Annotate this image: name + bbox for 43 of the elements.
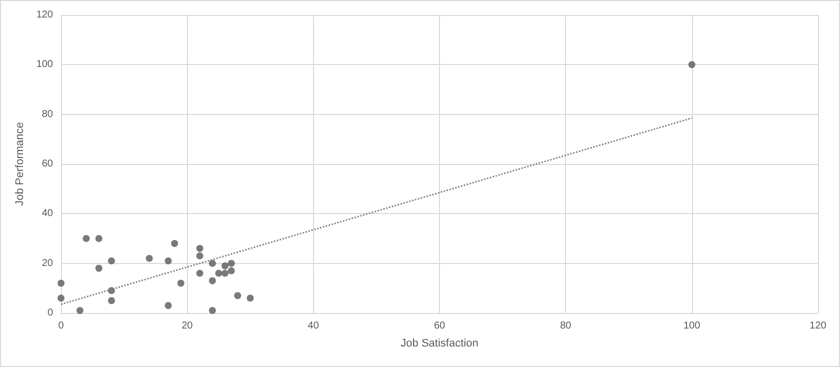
point <box>228 267 235 274</box>
point <box>95 264 102 272</box>
x-tick-label: 40 <box>308 320 320 332</box>
x-tick-label: 100 <box>683 320 701 332</box>
point <box>222 262 229 270</box>
point <box>208 277 216 284</box>
y-tick-label: 20 <box>42 258 54 269</box>
x-tick-label: 80 <box>560 320 572 332</box>
point <box>208 307 216 314</box>
point <box>688 61 696 68</box>
point <box>146 254 153 262</box>
y-tick-label: 120 <box>36 10 54 20</box>
point <box>208 260 216 267</box>
point <box>76 307 84 314</box>
x-tick-label: 0 <box>58 320 64 332</box>
point <box>82 235 90 242</box>
point <box>196 252 204 260</box>
point <box>108 297 115 304</box>
point <box>164 257 172 264</box>
point <box>228 260 235 267</box>
point <box>171 240 178 247</box>
x-axis-title: Job Satisfaction <box>400 338 478 350</box>
point <box>58 280 64 287</box>
point <box>215 270 222 277</box>
point <box>234 292 242 300</box>
point <box>196 244 204 252</box>
y-tick-label: 80 <box>42 108 54 120</box>
y-tick-label: 0 <box>47 308 54 318</box>
x-tick-label: 120 <box>810 320 827 332</box>
x-tick-label: 20 <box>182 320 194 332</box>
y-tick-label: 100 <box>36 59 54 70</box>
point <box>196 270 204 277</box>
point <box>108 257 115 264</box>
point <box>164 302 172 310</box>
y-tick-label: 40 <box>42 208 54 220</box>
y-tick-label: 60 <box>42 158 54 170</box>
x-tick-label: 60 <box>434 320 446 332</box>
point <box>95 235 102 242</box>
point <box>177 280 184 287</box>
point <box>246 294 254 302</box>
point <box>58 294 64 302</box>
y-axis-title: Job Performance <box>14 122 26 206</box>
point <box>222 270 229 277</box>
